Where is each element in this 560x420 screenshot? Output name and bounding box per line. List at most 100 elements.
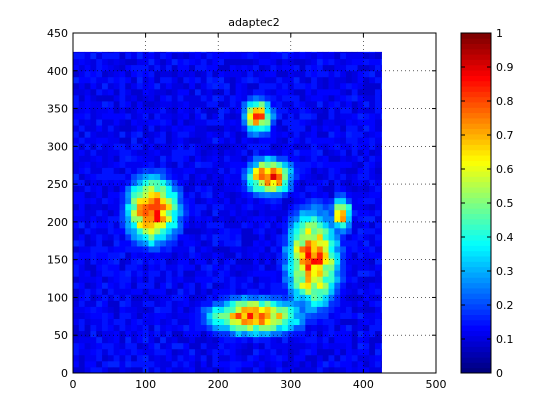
heatmap-cell (380, 270, 382, 277)
heatmap-cell (299, 179, 306, 187)
heatmap-cell (340, 52, 347, 60)
colorbar-segment (461, 261, 491, 268)
heatmap-cell (299, 246, 306, 253)
heatmap-cell (200, 336, 207, 344)
heatmap-cell (316, 336, 324, 344)
heatmap-cell (154, 282, 161, 289)
heatmap-cell (200, 191, 207, 199)
heatmap-cell (322, 119, 329, 126)
heatmap-cell (293, 119, 300, 126)
heatmap-cell (316, 282, 324, 289)
heatmap-cell (206, 330, 213, 338)
heatmap-cell (142, 354, 149, 362)
heatmap-cell (264, 270, 271, 277)
heatmap-cell (322, 107, 329, 114)
heatmap-cell (165, 258, 173, 265)
heatmap-cell (375, 282, 382, 289)
heatmap-cell (287, 179, 295, 187)
heatmap-cell (102, 300, 109, 307)
heatmap-cell (299, 173, 306, 180)
heatmap-cell (107, 185, 115, 193)
heatmap-cell (177, 276, 184, 283)
heatmap-cell (136, 94, 144, 102)
heatmap-cell (200, 360, 207, 368)
heatmap-cell (142, 137, 149, 144)
heatmap-cell (189, 76, 196, 84)
heatmap-cell (247, 330, 254, 338)
heatmap-cell (119, 300, 126, 307)
heatmap-cell (194, 113, 202, 120)
heatmap-cell (113, 52, 120, 60)
heatmap-cell (171, 173, 178, 180)
heatmap-cell (160, 82, 167, 90)
heatmap-cell (84, 191, 91, 199)
heatmap-cell (160, 330, 167, 338)
heatmap-cell (224, 149, 231, 156)
heatmap-cell (363, 155, 370, 162)
heatmap-cell (282, 264, 289, 271)
heatmap-cell (194, 312, 202, 319)
heatmap-cell (160, 94, 167, 102)
heatmap-cell (73, 306, 80, 313)
heatmap-cell (247, 294, 254, 301)
heatmap-cell (84, 348, 91, 356)
heatmap-cell (194, 221, 202, 229)
heatmap-cell (194, 288, 202, 295)
heatmap-cell (194, 197, 202, 205)
heatmap-cell (131, 191, 138, 199)
heatmap-cell (305, 64, 312, 72)
heatmap-cell (224, 137, 231, 144)
heatmap-cell (380, 240, 382, 247)
heatmap-cell (229, 191, 237, 199)
heatmap-cell (189, 233, 196, 241)
heatmap-cell (258, 167, 266, 174)
heatmap-cell (334, 354, 341, 362)
heatmap-cell (183, 191, 190, 199)
heatmap-cell (340, 258, 347, 265)
heatmap-cell (102, 312, 109, 319)
heatmap-cell (154, 191, 161, 199)
heatmap-cell (160, 252, 167, 259)
heatmap-cell (334, 185, 341, 193)
heatmap-cell (357, 215, 364, 223)
heatmap-cell (102, 179, 109, 187)
heatmap-cell (241, 312, 248, 319)
heatmap-cell (78, 51, 86, 54)
heatmap-cell (316, 70, 324, 78)
heatmap-cell (345, 215, 353, 223)
heatmap-cell (328, 51, 335, 54)
heatmap-cell (293, 94, 300, 102)
heatmap-cell (171, 58, 178, 66)
colorbar-segment (461, 208, 491, 215)
heatmap-cell (142, 88, 149, 96)
heatmap-cell (363, 366, 370, 374)
heatmap-cell (189, 282, 196, 289)
heatmap-cell (380, 119, 382, 126)
colorbar-segment (461, 118, 491, 124)
heatmap-cell (363, 240, 370, 247)
heatmap-cell (194, 318, 202, 326)
heatmap-cell (218, 137, 225, 144)
heatmap-cell (131, 324, 138, 332)
heatmap-cell (253, 264, 260, 271)
heatmap-cell (311, 101, 318, 108)
heatmap-cell (142, 276, 149, 283)
heatmap-cell (107, 354, 115, 362)
heatmap-cell (102, 324, 109, 332)
heatmap-cell (253, 288, 260, 295)
heatmap-cell (235, 88, 242, 96)
heatmap-cell (229, 233, 237, 241)
heatmap-cell (247, 215, 254, 223)
heatmap-cell (293, 354, 300, 362)
heatmap-cell (293, 252, 300, 259)
heatmap-cell (78, 366, 86, 374)
heatmap-cell (351, 58, 358, 66)
heatmap-cell (316, 64, 324, 72)
heatmap-cell (311, 149, 318, 156)
heatmap-cell (311, 107, 318, 114)
heatmap-cell (316, 215, 324, 223)
heatmap-cell (142, 52, 149, 60)
heatmap-cell (351, 125, 358, 132)
heatmap-cell (334, 191, 341, 199)
heatmap-cell (328, 252, 335, 259)
